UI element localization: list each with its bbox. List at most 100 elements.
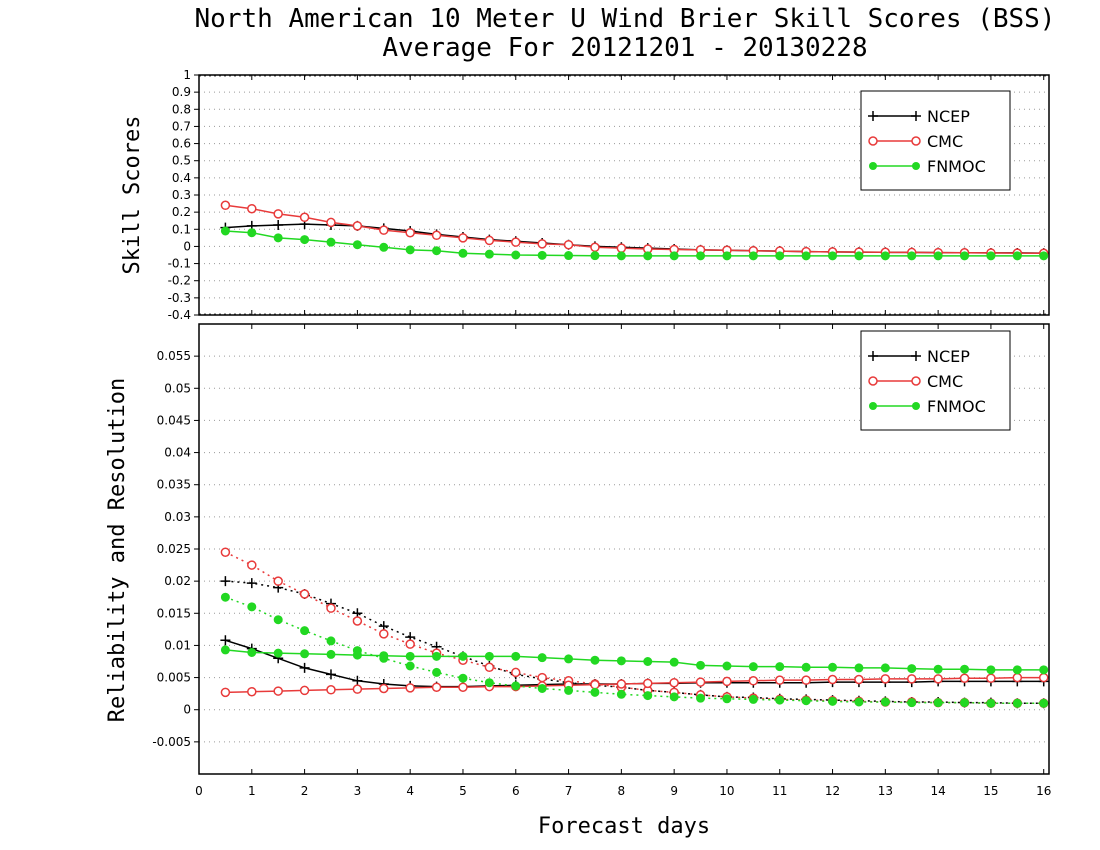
data-point (563, 239, 574, 250)
data-point (854, 697, 864, 707)
panel-reliability-resolution: -0.005 0 0.005 0.01 0.015 0.02 0.025 0.03 0.035 0… (152, 323, 1051, 798)
data-point (405, 245, 415, 255)
data-point (432, 667, 442, 677)
y-tick-label: -0.2 (168, 274, 191, 288)
data-point (748, 694, 758, 704)
data-point (933, 698, 943, 708)
y-tick-label: 0 (183, 239, 191, 253)
y-tick-label: 0.03 (164, 510, 191, 524)
data-point (273, 686, 283, 696)
data-point (1039, 665, 1049, 675)
series-cmc-resolution (220, 672, 1049, 698)
data-point (1039, 251, 1049, 261)
y-tick-label: 0.8 (172, 102, 191, 116)
y-tick-label: 0.9 (172, 85, 191, 99)
y-tick-label: 0.3 (172, 188, 191, 202)
data-point (458, 233, 468, 243)
data-point (352, 675, 363, 686)
data-point (695, 677, 706, 687)
data-point (616, 679, 627, 689)
data-point (405, 683, 415, 693)
data-point (775, 251, 785, 261)
data-point (220, 226, 230, 236)
data-point (537, 672, 547, 683)
data-point (748, 676, 759, 686)
plot-frame (198, 74, 1050, 316)
legend-label: CMC (927, 132, 963, 151)
chart-title: North American 10 Meter U Wind Brier Ski… (194, 4, 1056, 34)
y-tick-label: 0 (183, 703, 191, 717)
data-point (537, 239, 547, 249)
data-point (247, 203, 257, 214)
y-tick-label: 0.6 (172, 137, 191, 151)
y-tick-label: 0.7 (172, 119, 191, 133)
series-line (225, 580, 1044, 705)
data-point (352, 650, 362, 660)
legend-label: NCEP (927, 347, 970, 366)
data-point (379, 242, 389, 252)
legend-marker (911, 376, 921, 386)
legend-label: NCEP (927, 107, 970, 126)
y-tick-label: 0.045 (157, 413, 191, 427)
data-point (247, 686, 257, 697)
data-point (880, 674, 891, 684)
series-fnmoc-resolution (220, 645, 1049, 675)
data-point (722, 661, 732, 671)
y-tick-label: 0.015 (157, 606, 191, 620)
y-tick-label: 0.05 (164, 381, 191, 395)
data-point (827, 674, 838, 685)
y-tick-label: 0.4 (172, 171, 191, 185)
data-point (379, 225, 389, 235)
x-tick-label: 11 (772, 784, 787, 798)
data-point (696, 693, 706, 703)
data-point (643, 657, 653, 666)
data-point (379, 683, 389, 694)
data-point (590, 655, 600, 665)
y-tick-label: 0.1 (172, 222, 191, 236)
data-point (247, 648, 257, 657)
data-point (854, 663, 864, 673)
data-point (326, 237, 336, 247)
data-point (986, 251, 996, 261)
data-point (511, 651, 521, 661)
data-point (748, 662, 758, 672)
data-point (352, 616, 363, 626)
x-tick-label: 9 (670, 784, 678, 798)
data-point (326, 649, 336, 659)
x-axis-label: Forecast days (538, 814, 710, 839)
x-tick-label: 12 (825, 784, 840, 798)
data-point (247, 560, 257, 570)
data-point (880, 697, 890, 707)
x-tick-label: 10 (719, 784, 734, 798)
data-point (880, 663, 890, 673)
series-line (225, 551, 1044, 705)
data-point (775, 695, 785, 705)
data-point (907, 664, 917, 674)
chart-subtitle: Average For 20121201 - 20130228 (382, 33, 868, 63)
data-point (379, 629, 389, 639)
data-point (880, 251, 890, 261)
data-point (220, 592, 230, 602)
data-point (247, 228, 257, 238)
data-point (616, 251, 626, 261)
data-point (431, 682, 442, 692)
plot-frame (198, 323, 1050, 775)
data-point (220, 645, 230, 655)
data-point (590, 242, 600, 253)
data-point (801, 675, 811, 685)
data-point (1012, 251, 1022, 261)
data-point (722, 251, 732, 261)
data-point (564, 251, 574, 261)
data-point (801, 251, 811, 261)
panel-skill-scores: -0.4 -0.3 -0.2 -0.1 0 0.1 0.2 0.3 0.4 0.5 0.6 0.7 0.… (168, 68, 1050, 322)
data-point (986, 665, 996, 675)
x-tick-label: 5 (459, 784, 467, 798)
data-point (564, 654, 574, 664)
y-tick-label: 0.02 (164, 574, 191, 588)
y-tick-label: -0.1 (168, 257, 191, 271)
top-y-axis-label: Skill Scores (120, 116, 145, 275)
data-point (273, 220, 284, 230)
data-point (669, 657, 679, 667)
data-point (590, 687, 600, 697)
